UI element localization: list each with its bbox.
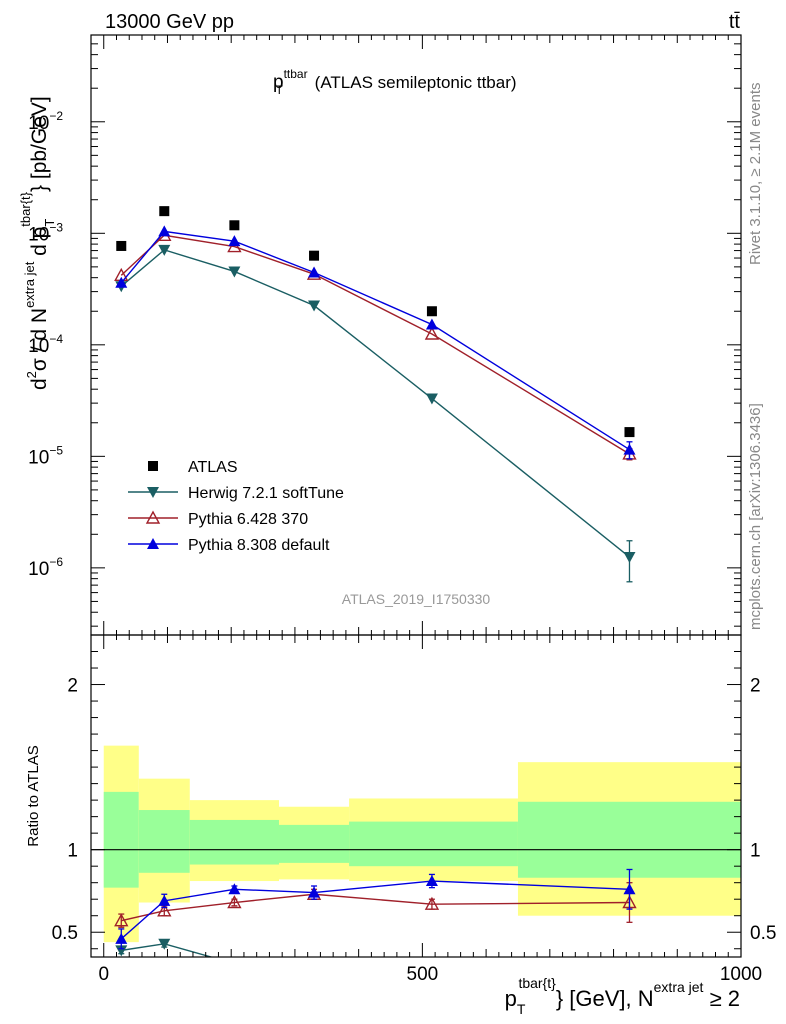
ratio-series-pythia-8-308-default	[115, 868, 636, 950]
ratio-line	[121, 893, 630, 922]
x-tick-label: 1000	[720, 964, 762, 985]
main-title: pttbar T (ATLAS semileptonic ttbar)	[273, 67, 517, 97]
uncertainty-band-green	[349, 821, 518, 867]
legend: ATLAS Herwig 7.2.1 softTune Pythia 6.428 3…	[128, 459, 344, 554]
ratio-point	[623, 883, 636, 895]
data-point	[309, 250, 320, 261]
ratio-point	[115, 932, 128, 944]
ratio-panel: 0.5 0.5 1 1 2 2 0 500 1000 Ratio to ATLAS pTtbar…	[25, 634, 776, 1017]
series-pythia-8-308-default	[115, 225, 636, 460]
y-tick-label: 10−5	[28, 443, 63, 468]
ratio-point	[308, 886, 321, 898]
legend-item: ATLAS	[148, 459, 238, 476]
ratio-point	[425, 875, 438, 887]
main-plot-area	[114, 206, 637, 583]
uncertainty-band-green	[189, 819, 279, 865]
ratio-y-tick-label: 0.5	[52, 923, 78, 944]
main-y-axis-label: d2σ / d Nextra jet d pTtbar{t}} [pb/GeV]	[18, 96, 57, 390]
legend-marker	[145, 510, 161, 524]
data-point	[308, 300, 321, 312]
data-point	[158, 225, 171, 237]
energy-label: 13000 GeV pp	[105, 11, 234, 33]
data-point	[425, 318, 438, 330]
y-tick-label: 10−6	[28, 555, 63, 580]
data-point	[424, 326, 440, 340]
ratio-point	[227, 895, 242, 909]
process-label: tt̄	[729, 11, 741, 33]
x-tick-label: 500	[407, 964, 439, 985]
series-line	[120, 230, 630, 451]
ratio-y-axis-label: Ratio to ATLAS	[25, 745, 42, 846]
x-axis-label: pTtbar{t}} [GeV], Nextra jet ≥ 2	[505, 975, 740, 1017]
ratio-y-tick-label-right: 2	[750, 676, 761, 697]
ratio-point	[228, 883, 241, 895]
ratio-line	[120, 880, 630, 940]
data-point	[115, 276, 128, 288]
x-tick-label: 0	[98, 964, 109, 985]
data-point	[623, 552, 636, 564]
series-herwig-7-2-1-softtune	[115, 244, 636, 583]
data-point	[159, 206, 170, 217]
ratio-y-tick-label: 2	[67, 676, 78, 697]
ratio-y-tick-label-right: 0.5	[750, 923, 776, 944]
data-point	[116, 240, 127, 251]
y-tick-label: 10−4	[28, 332, 63, 357]
y-tick-label: 10−2	[28, 109, 63, 134]
ratio-point	[158, 938, 171, 950]
data-point	[425, 393, 438, 405]
analysis-label: ATLAS_2019_I1750330	[342, 591, 491, 607]
legend-label: Herwig 7.2.1 softTune	[188, 485, 344, 502]
series-atlas	[116, 206, 635, 438]
data-point	[229, 220, 240, 231]
legend-label: Pythia 6.428 370	[188, 511, 308, 528]
uncertainty-band-green	[517, 801, 741, 878]
ratio-line	[121, 943, 214, 957]
uncertainty-band-green	[278, 824, 350, 863]
legend-item: Herwig 7.2.1 softTune	[128, 485, 344, 502]
data-point	[624, 427, 635, 438]
ratio-point	[157, 903, 172, 917]
main-panel: 10−6 10−5 10−4 10−3 10−2 pttbar T (ATLAS semi…	[18, 34, 742, 636]
uncertainty-band-green	[103, 791, 139, 888]
data-point	[228, 235, 241, 247]
data-point	[426, 306, 437, 317]
legend-marker	[147, 538, 159, 549]
legend-item: Pythia 6.428 370	[128, 510, 308, 528]
series-pythia-6-428-370	[114, 227, 637, 461]
data-point	[308, 266, 321, 278]
ratio-point	[158, 894, 171, 906]
series-line	[120, 249, 630, 558]
ratio-y-tick-label: 1	[67, 841, 78, 862]
data-point	[158, 244, 171, 256]
ratio-frame	[90, 634, 742, 958]
main-y-axis-ticks: 10−6 10−5 10−4 10−3 10−2	[28, 34, 742, 635]
legend-label: ATLAS	[188, 459, 238, 476]
legend-label: Pythia 8.308 default	[188, 537, 330, 554]
rivet-label: Rivet 3.1.10, ≥ 2.1M events	[747, 83, 764, 266]
ratio-axis-ticks: 0.5 0.5 1 1 2 2 0 500 1000	[52, 635, 776, 985]
mcplots-label: mcplots.cern.ch [arXiv:1306.3436]	[747, 403, 764, 630]
ratio-y-tick-label-right: 1	[750, 841, 761, 862]
y-tick-label: 10−3	[28, 220, 63, 245]
data-point	[228, 266, 241, 278]
uncertainty-band-green	[138, 810, 190, 873]
ratio-plot-area	[91, 745, 741, 957]
series-line	[120, 234, 630, 455]
legend-marker	[147, 487, 159, 498]
legend-marker	[148, 461, 158, 471]
legend-item: Pythia 8.308 default	[128, 537, 330, 554]
ratio-point	[424, 896, 440, 910]
ratio-point	[114, 913, 129, 927]
data-point	[623, 443, 636, 455]
ratio-series-herwig-7-2-1-softtune	[115, 938, 214, 957]
